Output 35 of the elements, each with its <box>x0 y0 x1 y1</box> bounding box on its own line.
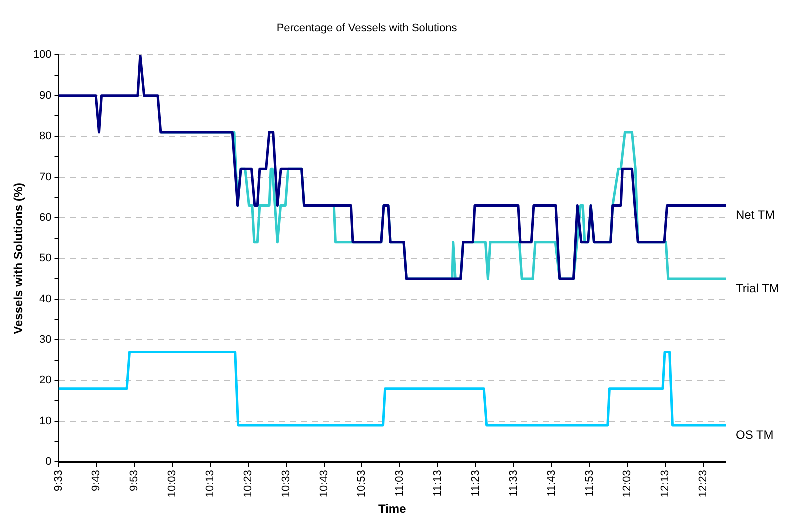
x-tick-label: 11:23 <box>470 470 482 497</box>
y-tick-label: 90 <box>40 90 52 102</box>
y-axis-title: Vessels with Solutions (%) <box>12 182 26 334</box>
x-tick-label: 9:53 <box>128 470 141 492</box>
x-tick-label: 10:33 <box>280 470 292 498</box>
x-tick-label: 9:43 <box>90 470 103 492</box>
x-tick-label: 10:13 <box>204 470 217 498</box>
x-tick-label: 12:23 <box>698 470 710 498</box>
x-tick-label: 12:13 <box>660 470 672 498</box>
y-tick-label: 10 <box>40 415 52 428</box>
x-tick-label: 12:03 <box>622 470 634 498</box>
x-tick-label: 10:03 <box>166 470 179 498</box>
x-tick-label: 11:33 <box>508 470 520 497</box>
y-tick-label: 80 <box>40 130 52 143</box>
y-tick-label: 0 <box>46 456 52 468</box>
series-label: OS TM <box>736 428 774 442</box>
y-tick-label: 100 <box>33 49 52 62</box>
chart-title: Percentage of Vessels with Solutions <box>276 22 458 35</box>
x-tick-label: 11:43 <box>546 470 558 497</box>
x-tick-label: 10:53 <box>356 470 368 498</box>
x-axis-title: Time <box>378 502 407 516</box>
y-tick-label: 40 <box>40 293 52 306</box>
x-tick-label: 11:03 <box>394 470 406 497</box>
y-tick-label: 20 <box>40 374 52 387</box>
series-label: Net TM <box>736 208 776 222</box>
x-tick-label: 9:33 <box>52 470 65 492</box>
series-label: Trial TM <box>736 281 780 296</box>
x-tick-label: 11:53 <box>584 470 596 497</box>
x-tick-label: 10:23 <box>242 470 254 498</box>
y-tick-label: 50 <box>40 252 52 265</box>
x-tick-label: 10:43 <box>318 470 330 498</box>
y-tick-label: 70 <box>40 171 52 184</box>
y-tick-label: 30 <box>40 334 52 346</box>
x-tick-label: 11:13 <box>432 470 444 497</box>
y-tick-label: 60 <box>40 212 52 224</box>
